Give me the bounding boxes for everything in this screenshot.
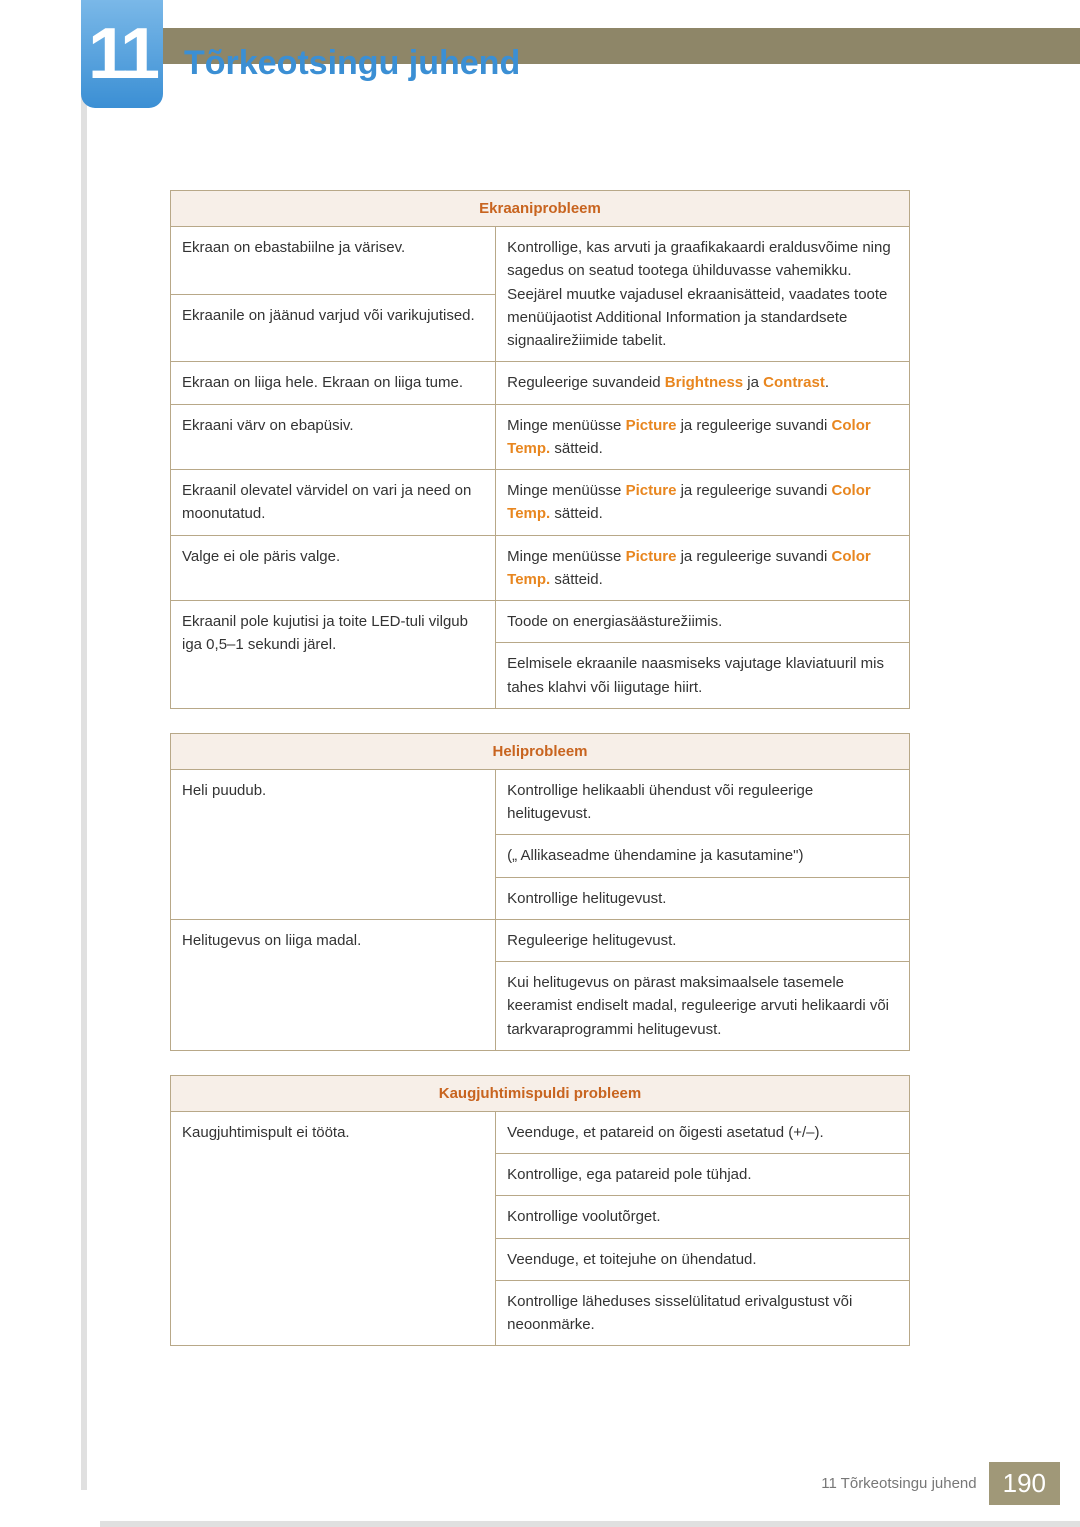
table-row: Ekraanil olevatel värvidel on vari ja ne… [171, 470, 910, 536]
solution-cell: Reguleerige helitugevust. [496, 919, 910, 961]
troubleshoot-table: EkraaniprobleemEkraan on ebastabiilne ja… [170, 190, 910, 709]
solution-cell: Minge menüüsse Picture ja reguleerige su… [496, 535, 910, 601]
table-row: Valge ei ole päris valge.Minge menüüsse … [171, 535, 910, 601]
table-row: Kaugjuhtimispult ei tööta.Veenduge, et p… [171, 1111, 910, 1153]
page-number: 190 [989, 1462, 1060, 1505]
problem-cell: Ekraanile on jäänud varjud või varikujut… [171, 294, 496, 362]
problem-cell: Ekraani värv on ebapüsiv. [171, 404, 496, 470]
solution-cell: Veenduge, et patareid on õigesti asetatu… [496, 1111, 910, 1153]
solution-cell: Kui helitugevus on pärast maksimaalsele … [496, 962, 910, 1051]
chapter-tab: 11 [81, 0, 163, 108]
left-stripe [81, 0, 87, 1490]
solution-cell: Kontrollige läheduses sisselülitatud eri… [496, 1280, 910, 1346]
footer-stripe [100, 1521, 1080, 1527]
table-row: Ekraani värv on ebapüsiv.Minge menüüsse … [171, 404, 910, 470]
solution-cell: Kontrollige, kas arvuti ja graafikakaard… [496, 227, 910, 362]
solution-cell: Toode on energiasäästurežiimis. [496, 601, 910, 643]
solution-cell: Veenduge, et toitejuhe on ühendatud. [496, 1238, 910, 1280]
solution-cell: Minge menüüsse Picture ja reguleerige su… [496, 470, 910, 536]
chapter-number: 11 [88, 13, 156, 95]
troubleshoot-table: Kaugjuhtimispuldi probleemKaugjuhtimispu… [170, 1075, 910, 1347]
solution-cell: Eelmisele ekraanile naasmiseks vajutage … [496, 643, 910, 709]
solution-cell: Reguleerige suvandeid Brightness ja Cont… [496, 362, 910, 404]
problem-cell: Ekraanil pole kujutisi ja toite LED-tuli… [171, 601, 496, 709]
problem-cell: Kaugjuhtimispult ei tööta. [171, 1111, 496, 1346]
problem-cell: Ekraanil olevatel värvidel on vari ja ne… [171, 470, 496, 536]
table-row: Ekraan on ebastabiilne ja värisev.Kontro… [171, 227, 910, 295]
solution-cell: („ Allikaseadme ühendamine ja kasutamine… [496, 835, 910, 877]
table-header: Kaugjuhtimispuldi probleem [171, 1075, 910, 1111]
table-row: Heli puudub.Kontrollige helikaabli ühend… [171, 769, 910, 835]
solution-cell: Kontrollige, ega patareid pole tühjad. [496, 1154, 910, 1196]
solution-cell: Kontrollige helikaabli ühendust või regu… [496, 769, 910, 835]
table-row: Helitugevus on liiga madal.Reguleerige h… [171, 919, 910, 961]
table-header: Ekraaniprobleem [171, 191, 910, 227]
footer: 11 Tõrkeotsingu juhend 190 [821, 1462, 1060, 1505]
problem-cell: Helitugevus on liiga madal. [171, 919, 496, 1050]
problem-cell: Heli puudub. [171, 769, 496, 919]
solution-cell: Minge menüüsse Picture ja reguleerige su… [496, 404, 910, 470]
footer-section: 11 Tõrkeotsingu juhend [821, 1475, 988, 1492]
problem-cell: Valge ei ole päris valge. [171, 535, 496, 601]
content-area: EkraaniprobleemEkraan on ebastabiilne ja… [170, 190, 910, 1370]
troubleshoot-table: HeliprobleemHeli puudub.Kontrollige heli… [170, 733, 910, 1051]
problem-cell: Ekraan on liiga hele. Ekraan on liiga tu… [171, 362, 496, 404]
table-header: Heliprobleem [171, 733, 910, 769]
table-row: Ekraan on liiga hele. Ekraan on liiga tu… [171, 362, 910, 404]
solution-cell: Kontrollige helitugevust. [496, 877, 910, 919]
problem-cell: Ekraan on ebastabiilne ja värisev. [171, 227, 496, 295]
solution-cell: Kontrollige voolutõrget. [496, 1196, 910, 1238]
page-title: Tõrkeotsingu juhend [184, 44, 520, 83]
table-row: Ekraanil pole kujutisi ja toite LED-tuli… [171, 601, 910, 643]
